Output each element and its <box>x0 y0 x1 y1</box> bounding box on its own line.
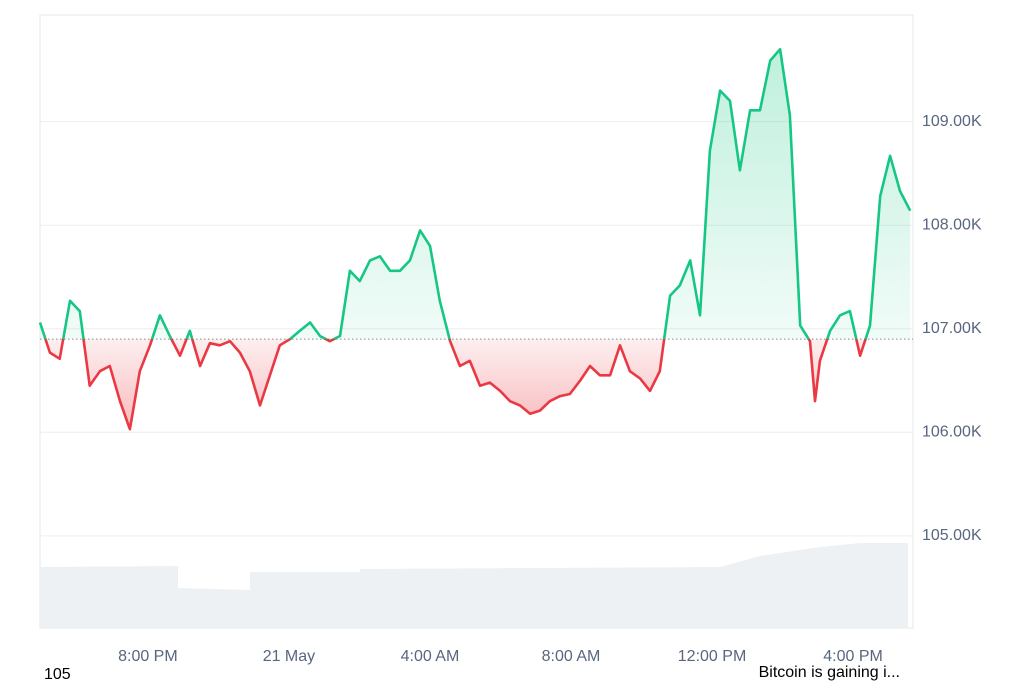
x-tick-label: 4:00 AM <box>401 648 460 665</box>
volume-area <box>40 543 908 628</box>
y-tick-label: 105.00K <box>922 527 982 544</box>
price-line <box>38 47 912 431</box>
baseline-area <box>40 49 911 430</box>
y-tick-label: 106.00K <box>922 424 982 441</box>
x-tick-label: 21 May <box>263 648 315 665</box>
x-tick-label: 8:00 PM <box>118 648 178 665</box>
footer-left: 105 <box>44 666 71 683</box>
y-tick-label: 107.00K <box>922 320 982 337</box>
x-tick-label: 4:00 PM <box>823 648 883 665</box>
footer-right: Bitcoin is gaining i... <box>759 664 900 681</box>
y-tick-label: 108.00K <box>922 216 982 233</box>
x-tick-label: 12:00 PM <box>678 648 746 665</box>
y-tick-label: 109.00K <box>922 113 982 130</box>
x-tick-label: 8:00 AM <box>542 648 601 665</box>
